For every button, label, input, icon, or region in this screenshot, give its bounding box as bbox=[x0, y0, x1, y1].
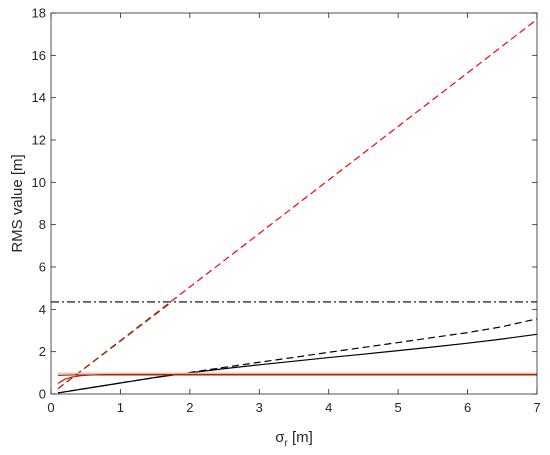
series-layer bbox=[51, 18, 538, 394]
y-tick-label-2: 4 bbox=[39, 302, 46, 317]
x-tick-label-7: 7 bbox=[533, 400, 540, 415]
series-line-4 bbox=[57, 333, 538, 394]
y-tick-label-9: 18 bbox=[32, 6, 46, 21]
x-tick-label-0: 0 bbox=[47, 400, 54, 415]
x-axis-label: σr [m] bbox=[275, 429, 313, 449]
x-axis-label-unit: [m] bbox=[288, 429, 313, 446]
x-tick-label-2: 2 bbox=[186, 400, 193, 415]
x-tick-label-6: 6 bbox=[464, 400, 471, 415]
y-tick-label-6: 12 bbox=[32, 133, 46, 148]
y-tick-label-7: 14 bbox=[32, 90, 46, 105]
y-tick-label-0: 0 bbox=[39, 387, 46, 402]
y-tick-label-1: 2 bbox=[39, 344, 46, 359]
x-tick-label-1: 1 bbox=[117, 400, 124, 415]
axes-box bbox=[50, 12, 538, 395]
y-tick-label-3: 6 bbox=[39, 260, 46, 275]
series-line-3 bbox=[57, 318, 538, 394]
x-tick-label-3: 3 bbox=[256, 400, 263, 415]
y-tick-label-4: 8 bbox=[39, 217, 46, 232]
y-tick-label-5: 10 bbox=[32, 175, 46, 190]
plot-area bbox=[51, 13, 537, 394]
y-axis-label: RMS value [m] bbox=[9, 154, 26, 252]
y-tick-label-8: 16 bbox=[32, 48, 46, 63]
x-tick-label-5: 5 bbox=[395, 400, 402, 415]
x-axis-label-subscript: r bbox=[284, 438, 288, 449]
x-tick-label-4: 4 bbox=[325, 400, 332, 415]
x-axis-label-symbol: σ bbox=[275, 429, 285, 446]
